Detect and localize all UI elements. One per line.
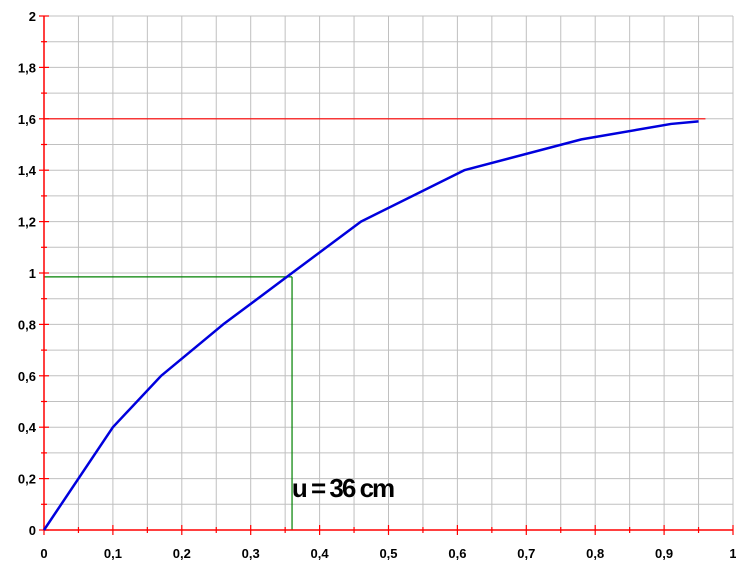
x-tick-label: 0 xyxy=(40,546,47,561)
y-tick-label: 0,4 xyxy=(18,420,37,435)
x-tick-label: 0,8 xyxy=(586,546,604,561)
x-tick-label: 0,2 xyxy=(173,546,191,561)
x-tick-label: 0,9 xyxy=(655,546,673,561)
grid xyxy=(44,15,734,530)
annotation-u: u = 36 cm xyxy=(292,473,394,503)
x-tick-label: 0,6 xyxy=(448,546,466,561)
series-line xyxy=(42,120,699,531)
y-tick-label: 1,4 xyxy=(18,163,37,178)
series xyxy=(42,120,699,531)
y-tick-label: 1,8 xyxy=(18,60,36,75)
y-tick-label: 0,2 xyxy=(18,472,36,487)
x-tick-label: 1 xyxy=(729,546,736,561)
x-tick-label: 0,7 xyxy=(517,546,535,561)
y-tick-label: 0,6 xyxy=(18,369,36,384)
x-tick-label: 0,5 xyxy=(379,546,397,561)
y-tick-label: 1,2 xyxy=(18,215,36,230)
tick-marks xyxy=(39,15,734,535)
y-tick-label: 0,8 xyxy=(18,317,36,332)
y-tick-label: 2 xyxy=(29,9,36,24)
x-tick-label: 0,1 xyxy=(104,546,122,561)
y-tick-label: 1 xyxy=(29,266,36,281)
x-tick-label: 0,3 xyxy=(242,546,260,561)
reference-lines xyxy=(44,118,706,530)
tick-labels: 0 0,1 0,2 0,3 0,4 0,5 0,6 0,7 0,8 0,9 1 0 0,2 0,4 0,6 0… xyxy=(18,9,736,561)
x-tick-label: 0,4 xyxy=(311,546,330,561)
y-tick-label: 0 xyxy=(29,523,36,538)
y-tick-label: 1,6 xyxy=(18,112,36,127)
